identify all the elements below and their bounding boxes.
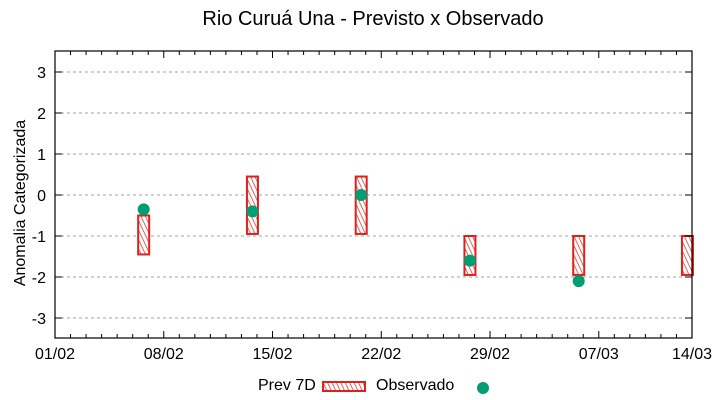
x-tick-label: 01/02 xyxy=(35,346,75,363)
tick-labels: 3 2 1 0 -1 -2 -3 01/02 08/02 15/02 22/02 29/02 07/03… xyxy=(32,65,712,363)
axis-ticks xyxy=(54,51,693,338)
observed-point xyxy=(246,205,259,218)
y-tick-label: 3 xyxy=(37,65,46,82)
y-tick-label: -1 xyxy=(32,229,46,246)
forecast-bar xyxy=(572,235,586,276)
y-tick-label: 0 xyxy=(37,188,46,205)
x-tick-label: 14/03 xyxy=(672,346,712,363)
observed-point xyxy=(355,189,368,201)
forecast-bar xyxy=(245,175,259,235)
x-tick-label: 15/02 xyxy=(252,346,292,363)
chart-title: Rio Curuá Una - Previsto x Observado xyxy=(202,8,544,30)
forecast-bar xyxy=(354,175,368,235)
y-tick-label: -3 xyxy=(32,311,46,328)
legend-obs-marker xyxy=(477,382,489,394)
legend-prev-swatch xyxy=(322,381,366,392)
x-tick-label: 22/02 xyxy=(361,346,401,363)
observed-points xyxy=(137,189,585,288)
legend-obs-label: Observado xyxy=(376,377,455,394)
legend-prev-label: Prev 7D xyxy=(258,377,316,394)
forecast-bar xyxy=(680,235,694,276)
forecast-bars xyxy=(137,175,694,276)
y-tick-label: 1 xyxy=(37,147,46,164)
y-tick-label: -2 xyxy=(32,270,46,287)
observed-point xyxy=(572,275,585,288)
x-tick-label: 07/03 xyxy=(579,346,619,363)
grid-lines xyxy=(55,71,692,319)
legend: Prev 7D Observado xyxy=(0,377,720,397)
forecast-bar xyxy=(137,214,151,256)
y-tick-label: 2 xyxy=(37,106,46,123)
x-tick-label: 29/02 xyxy=(470,346,510,363)
observed-point xyxy=(137,203,150,216)
observed-point xyxy=(463,254,476,267)
x-tick-label: 08/02 xyxy=(144,346,184,363)
